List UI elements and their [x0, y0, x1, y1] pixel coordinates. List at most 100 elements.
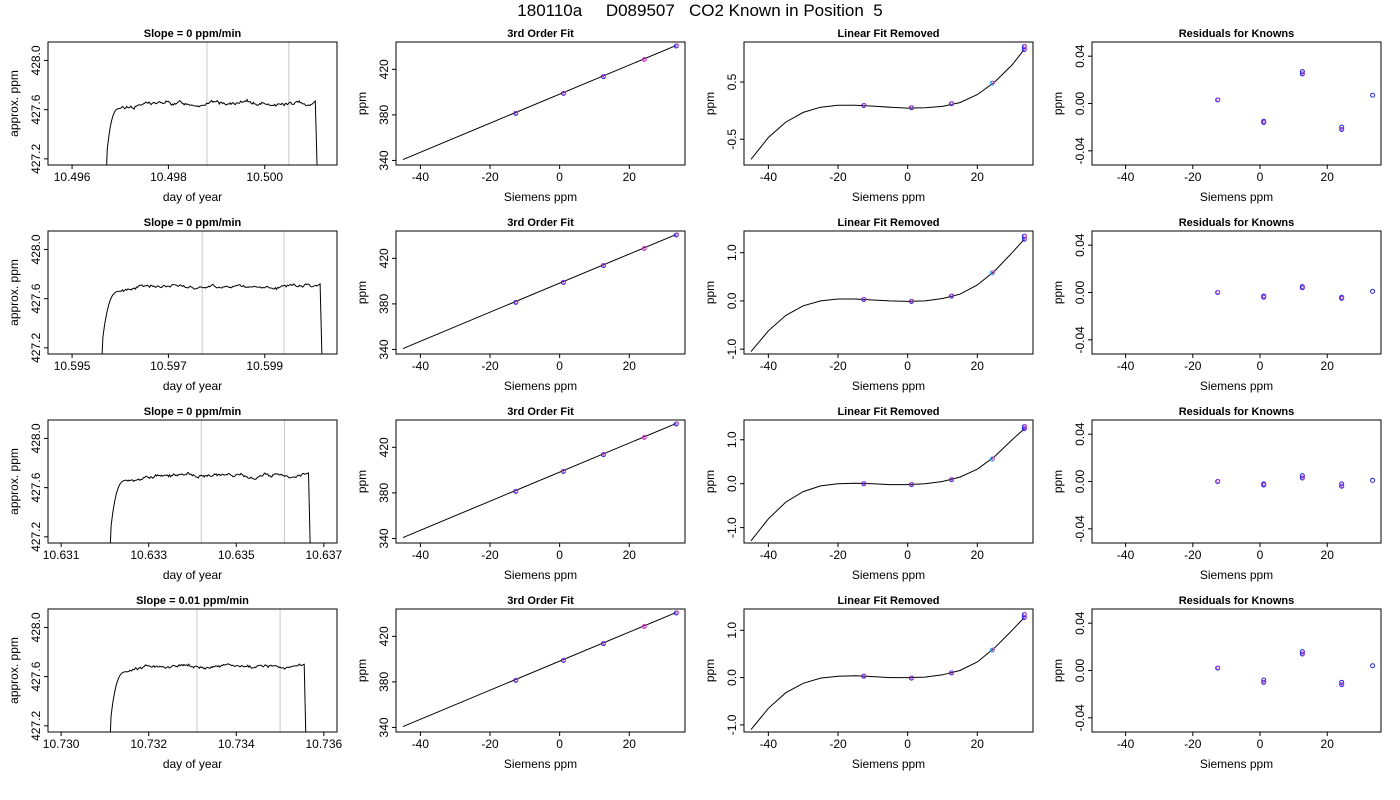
x-tick-label: 0	[904, 548, 911, 562]
panel-title: 3rd Order Fit	[507, 595, 574, 607]
x-tick-label: 20	[623, 548, 637, 562]
data-point	[1299, 649, 1305, 655]
y-tick-label: -0.5	[725, 129, 739, 150]
y-tick-label: 427.2	[29, 333, 43, 363]
panel-residuals-row-3: Residuals for Knowns -40 -20 0 20 -0.04 0.00 0.…	[1051, 406, 1382, 582]
panel-title: Linear Fit Removed	[837, 595, 939, 607]
x-tick-label: 0	[1257, 170, 1264, 184]
x-tick-label: 20	[1321, 548, 1335, 562]
y-tick-label: 420	[377, 248, 391, 268]
y-tick-label: 0.00	[1073, 658, 1087, 682]
x-tick-label: -20	[829, 548, 847, 562]
x-tick-label: -20	[481, 548, 499, 562]
panel-title: 3rd Order Fit	[507, 28, 574, 40]
data-point-overlay	[602, 74, 607, 78]
x-tick-label: -40	[1117, 170, 1135, 184]
y-axis-label: ppm	[703, 470, 717, 493]
x-tick-label: -40	[760, 359, 778, 373]
plot-frame	[1091, 230, 1382, 355]
data-point	[1370, 288, 1376, 294]
y-tick-label: 427.6	[29, 283, 43, 313]
x-axis-label: Siemens ppm	[1200, 568, 1273, 582]
x-tick-label: 10.732	[130, 737, 167, 751]
x-axis-label: Siemens ppm	[852, 757, 925, 771]
panel-title: Slope = 0 ppm/min	[144, 406, 242, 418]
y-tick-label: 380	[377, 294, 391, 314]
x-tick-label: -40	[760, 548, 778, 562]
y-tick-label: 427.6	[29, 472, 43, 502]
data-point-overlay	[950, 477, 955, 482]
panel-title: Residuals for Knowns	[1179, 217, 1295, 229]
y-tick-label: 428.0	[29, 45, 43, 75]
figure-title: 180110a D089507 CO2 Known in Position 5	[517, 1, 883, 20]
data-point-overlay	[862, 481, 867, 486]
panel-fit3-row-1: 3rd Order Fit -40 -20 0 20 340 380 420 Siemens p…	[355, 28, 686, 204]
y-tick-label: 427.2	[29, 144, 43, 174]
y-tick-label: 1.0	[725, 431, 739, 448]
x-tick-label: 20	[623, 359, 637, 373]
y-tick-label: 340	[377, 717, 391, 737]
x-tick-label: 20	[971, 737, 985, 751]
y-axis-label: ppm	[355, 92, 369, 115]
data-point	[1261, 677, 1267, 683]
y-tick-label: 0.00	[1073, 280, 1087, 304]
data-layer	[402, 232, 679, 349]
panel-fit3-row-3: 3rd Order Fit -40 -20 0 20 340 380 420 Siemens p…	[355, 406, 686, 582]
data-point-overlay	[674, 421, 679, 426]
trace-line	[109, 663, 307, 732]
fit-line	[402, 422, 677, 538]
data-point-overlay	[642, 56, 647, 61]
plot-frame	[743, 419, 1034, 544]
x-tick-label: 0	[556, 548, 563, 562]
panel-residuals-row-2: Residuals for Knowns -40 -20 0 20 -0.04 0.00 0.…	[1051, 217, 1382, 393]
data-point-overlay	[862, 296, 867, 301]
panel-title: Residuals for Knowns	[1179, 595, 1295, 607]
data-point-overlay	[910, 298, 915, 303]
data-point-overlay	[862, 673, 867, 678]
data-point-overlay	[562, 657, 567, 662]
x-tick-label: -20	[829, 170, 847, 184]
data-point-overlay	[514, 488, 519, 493]
x-axis-label: Siemens ppm	[852, 568, 925, 582]
data-point-overlay	[910, 482, 915, 486]
panel-title: Linear Fit Removed	[837, 406, 939, 418]
data-point	[1021, 233, 1027, 239]
data-layer	[402, 610, 679, 727]
y-axis-label: approx. ppm	[7, 259, 21, 326]
plot-frame	[395, 419, 686, 544]
y-tick-label: 1.0	[725, 622, 739, 639]
y-tick-label: 0.04	[1073, 44, 1087, 68]
y-tick-label: 420	[377, 626, 391, 646]
trace-line	[101, 283, 323, 354]
panel-trace-row-2: Slope = 0 ppm/min 10.595 10.597 10.599 427.2…	[7, 217, 338, 393]
panel-title: 3rd Order Fit	[507, 217, 574, 229]
x-axis-label: Siemens ppm	[504, 568, 577, 582]
y-tick-label: 0.04	[1073, 233, 1087, 257]
data-point-overlay	[1262, 294, 1267, 299]
y-tick-label: 0.0	[725, 669, 739, 686]
x-tick-label: 0	[556, 170, 563, 184]
x-tick-label: -40	[1117, 737, 1135, 751]
y-axis-label: approx. ppm	[7, 637, 21, 704]
y-tick-label: 0.5	[725, 73, 739, 90]
fit-curve	[750, 49, 1025, 160]
data-point-overlay	[1216, 478, 1221, 483]
x-tick-label: 10.633	[130, 548, 167, 562]
x-axis-label: Siemens ppm	[1200, 757, 1273, 771]
data-point-overlay	[514, 110, 519, 115]
panel-title: Linear Fit Removed	[837, 28, 939, 40]
x-axis-label: day of year	[163, 379, 222, 393]
y-tick-label: -0.04	[1073, 704, 1087, 732]
x-tick-label: -20	[481, 359, 499, 373]
y-tick-label: 427.6	[29, 661, 43, 691]
data-point-overlay	[674, 232, 679, 237]
fit-curve	[750, 428, 1025, 542]
y-tick-label: -1.0	[725, 339, 739, 360]
y-tick-label: 0.04	[1073, 422, 1087, 446]
x-tick-label: 10.736	[306, 737, 343, 751]
data-point-overlay	[950, 670, 955, 675]
x-tick-label: 0	[1257, 359, 1264, 373]
y-tick-label: 340	[377, 339, 391, 359]
data-point	[1370, 663, 1376, 669]
